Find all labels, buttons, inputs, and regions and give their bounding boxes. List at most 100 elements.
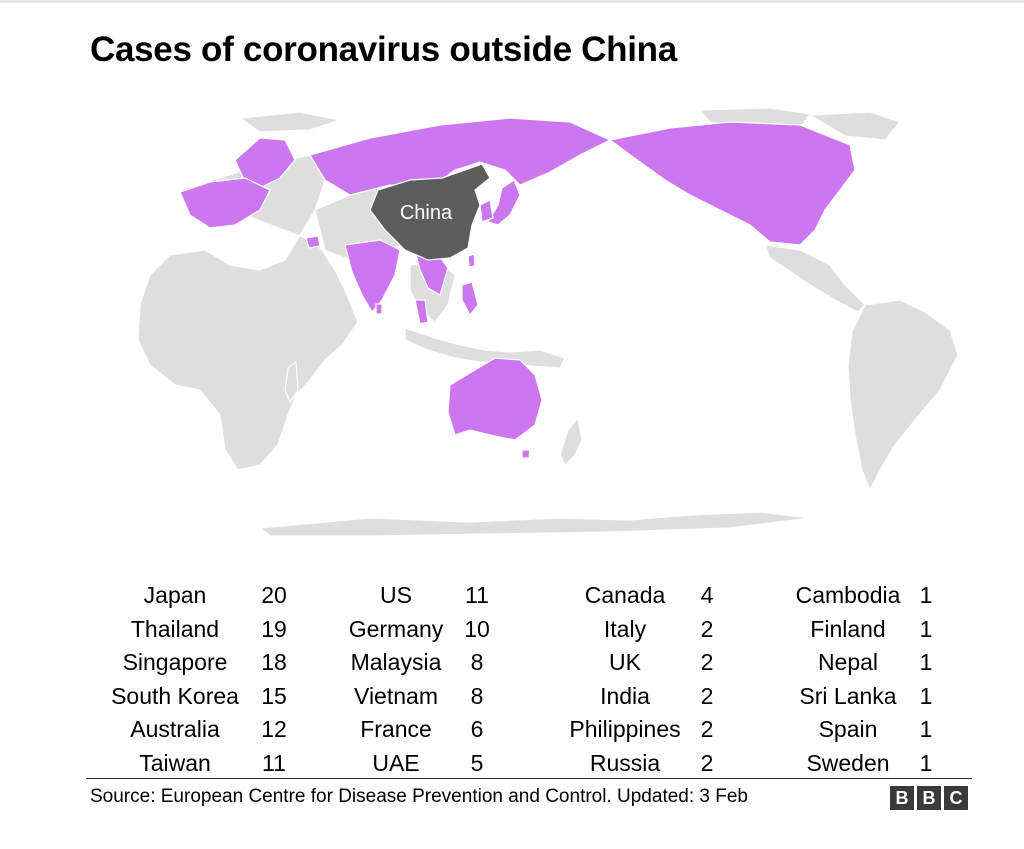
- country-name: Taiwan: [139, 750, 211, 776]
- country-name: Russia: [589, 750, 661, 776]
- country-name: India: [600, 682, 650, 709]
- world-map-svg: China: [137, 107, 959, 537]
- case-entry: Sweden 1: [0, 746, 1024, 780]
- case-count: 15: [261, 682, 287, 709]
- country-name: Nepal: [817, 649, 879, 676]
- land-indonesia: [404, 327, 566, 369]
- case-entry: Australia 12: [0, 712, 1024, 746]
- case-entry: US 11: [0, 578, 1024, 612]
- case-entry: Finland 1: [0, 612, 1024, 646]
- affected-australia: [447, 357, 543, 441]
- affected-sri-lanka: [375, 303, 383, 315]
- case-count: 4: [700, 582, 714, 608]
- country-name: UAE: [372, 750, 420, 776]
- affected-philippines: [461, 281, 479, 317]
- country-name: South Korea: [111, 682, 239, 709]
- affected-malaysia: [414, 299, 429, 325]
- case-count: 1: [919, 615, 933, 642]
- case-count: 1: [919, 582, 933, 608]
- affected-taiwan: [467, 253, 476, 268]
- china-region: [369, 163, 491, 261]
- land-europe-africa: [137, 154, 359, 471]
- case-entry: Sri Lanka 1: [0, 679, 1024, 713]
- case-entry: UK 2: [0, 645, 1024, 679]
- case-count: 8: [470, 682, 484, 709]
- case-count: 11: [465, 582, 489, 608]
- source-note: Source: European Centre for Disease Prev…: [90, 786, 748, 807]
- world-map: China: [110, 100, 970, 550]
- top-divider: [0, 0, 1024, 3]
- affected-korea: [479, 199, 494, 223]
- case-entry: Thailand 19: [0, 612, 1024, 646]
- case-entry: UAE 5: [0, 746, 1024, 780]
- case-count: 6: [470, 716, 484, 743]
- case-count: 18: [261, 649, 287, 676]
- country-name: Finland: [810, 615, 886, 642]
- case-entry: Italy 2: [0, 612, 1024, 646]
- case-count: 1: [919, 682, 933, 709]
- land-antarctica: [258, 511, 811, 537]
- case-count: 2: [700, 716, 714, 743]
- case-count: 1: [919, 649, 933, 676]
- bbc-logo: B B C: [890, 786, 968, 810]
- case-entry: Japan 20: [0, 578, 1024, 612]
- case-count: 2: [700, 649, 714, 676]
- case-count: 20: [261, 582, 287, 608]
- case-count: 2: [700, 750, 714, 776]
- case-entry: Vietnam 8: [0, 679, 1024, 713]
- case-entry: Nepal 1: [0, 645, 1024, 679]
- case-count: 2: [700, 682, 714, 709]
- country-name: UK: [609, 649, 641, 676]
- bbc-logo-letter: C: [944, 786, 968, 810]
- case-entry: Taiwan 11: [0, 746, 1024, 780]
- affected-western-europe: [179, 177, 271, 229]
- land-south-america: [847, 299, 959, 492]
- case-count: 10: [464, 615, 490, 642]
- case-count: 5: [470, 750, 484, 776]
- case-count: 19: [261, 615, 287, 642]
- case-entry: Spain 1: [0, 712, 1024, 746]
- land-central-america: [764, 244, 866, 313]
- cases-table: Japan 20 Thailand 19 Singapore 18 South Korea 1…: [0, 578, 1024, 778]
- case-count: 11: [262, 750, 286, 776]
- country-name: Cambodia: [795, 582, 901, 608]
- country-name: Italy: [603, 615, 647, 642]
- affected-uae: [305, 235, 321, 249]
- case-count: 12: [261, 716, 287, 743]
- country-name: US: [380, 582, 412, 608]
- country-name: Japan: [143, 582, 207, 608]
- case-entry: Malaysia 8: [0, 645, 1024, 679]
- affected-russia: [309, 117, 612, 196]
- case-entry: South Korea 15: [0, 679, 1024, 713]
- land-new-zealand: [559, 416, 583, 467]
- country-name: Vietnam: [354, 682, 438, 709]
- country-name: Sweden: [806, 750, 890, 776]
- country-name: Sri Lanka: [799, 682, 897, 709]
- case-entry: India 2: [0, 679, 1024, 713]
- country-name: Canada: [584, 582, 666, 608]
- case-entry: Cambodia 1: [0, 578, 1024, 612]
- affected-canada-us: [608, 121, 856, 246]
- case-entry: Russia 2: [0, 746, 1024, 780]
- country-name: Philippines: [569, 716, 681, 743]
- country-name: Australia: [130, 716, 220, 743]
- case-entry: Singapore 18: [0, 645, 1024, 679]
- case-count: 1: [919, 750, 933, 776]
- case-count: 8: [470, 649, 484, 676]
- affected-japan: [487, 179, 521, 226]
- bottom-divider: [86, 778, 972, 779]
- country-name: Germany: [348, 615, 444, 642]
- country-name: Spain: [818, 716, 878, 743]
- affected-tasmania: [521, 449, 531, 459]
- page-title: Cases of coronavirus outside China: [90, 30, 677, 69]
- bbc-logo-letter: B: [890, 786, 914, 810]
- land-madagascar: [284, 360, 299, 404]
- country-name: Singapore: [122, 649, 228, 676]
- case-count: 2: [700, 615, 714, 642]
- case-count: 1: [919, 716, 933, 743]
- case-entry: Philippines 2: [0, 712, 1024, 746]
- case-entry: France 6: [0, 712, 1024, 746]
- case-entry: Canada 4: [0, 578, 1024, 612]
- country-name: France: [360, 716, 432, 743]
- country-name: Malaysia: [350, 649, 442, 676]
